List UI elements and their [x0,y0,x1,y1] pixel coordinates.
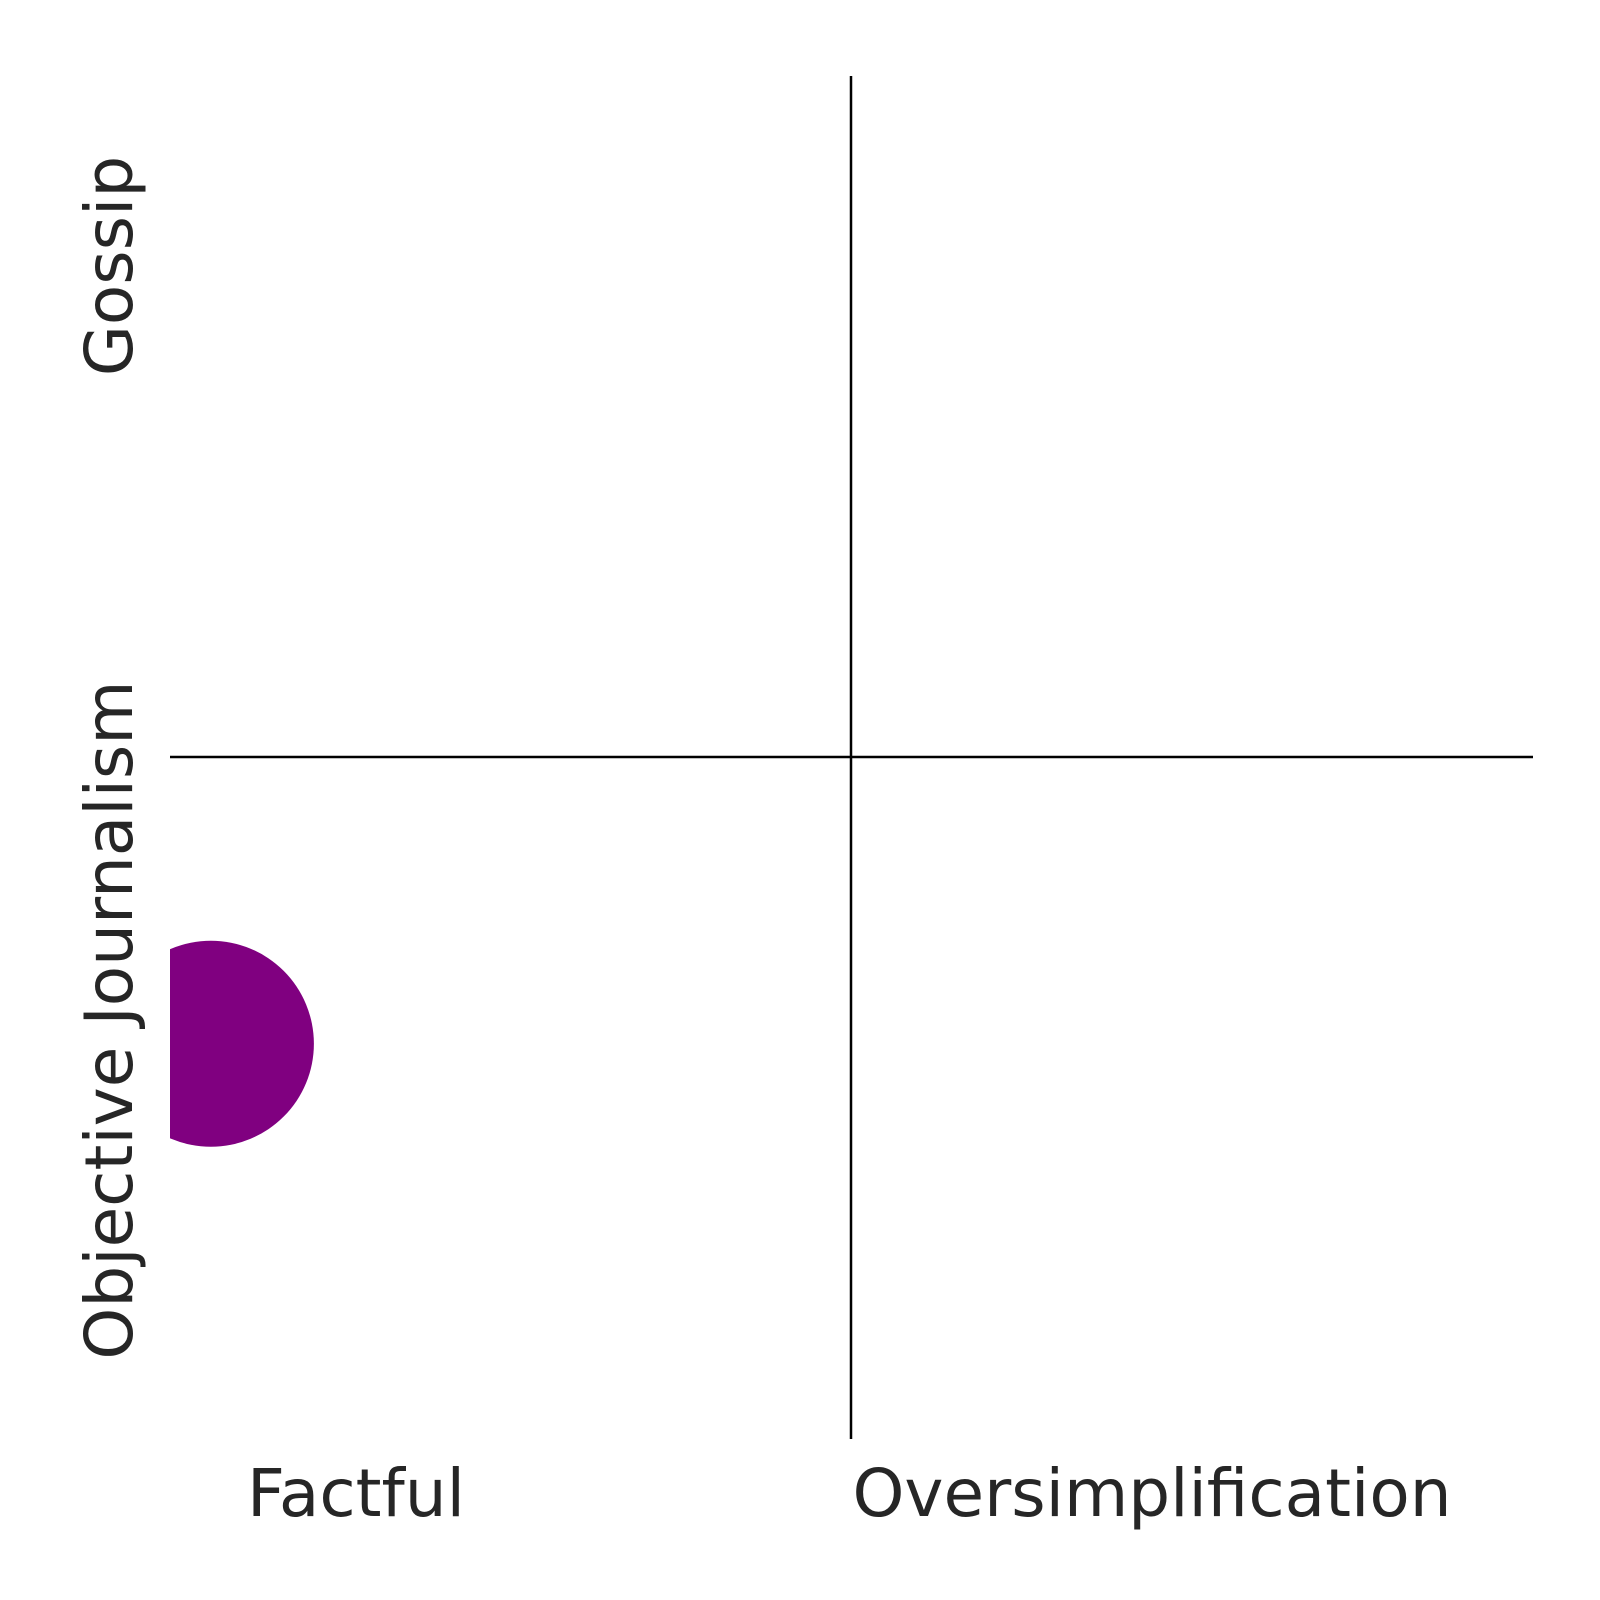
x-right-label: Oversimplification [852,1455,1451,1532]
points-layer [170,940,314,1147]
plot-area [170,76,1533,1439]
x-left-label: Factful [247,1455,465,1532]
data-point-1 [170,940,314,1147]
y-top-label: Gossip [71,156,148,377]
y-bottom-label: Objective Journalism [71,680,148,1359]
